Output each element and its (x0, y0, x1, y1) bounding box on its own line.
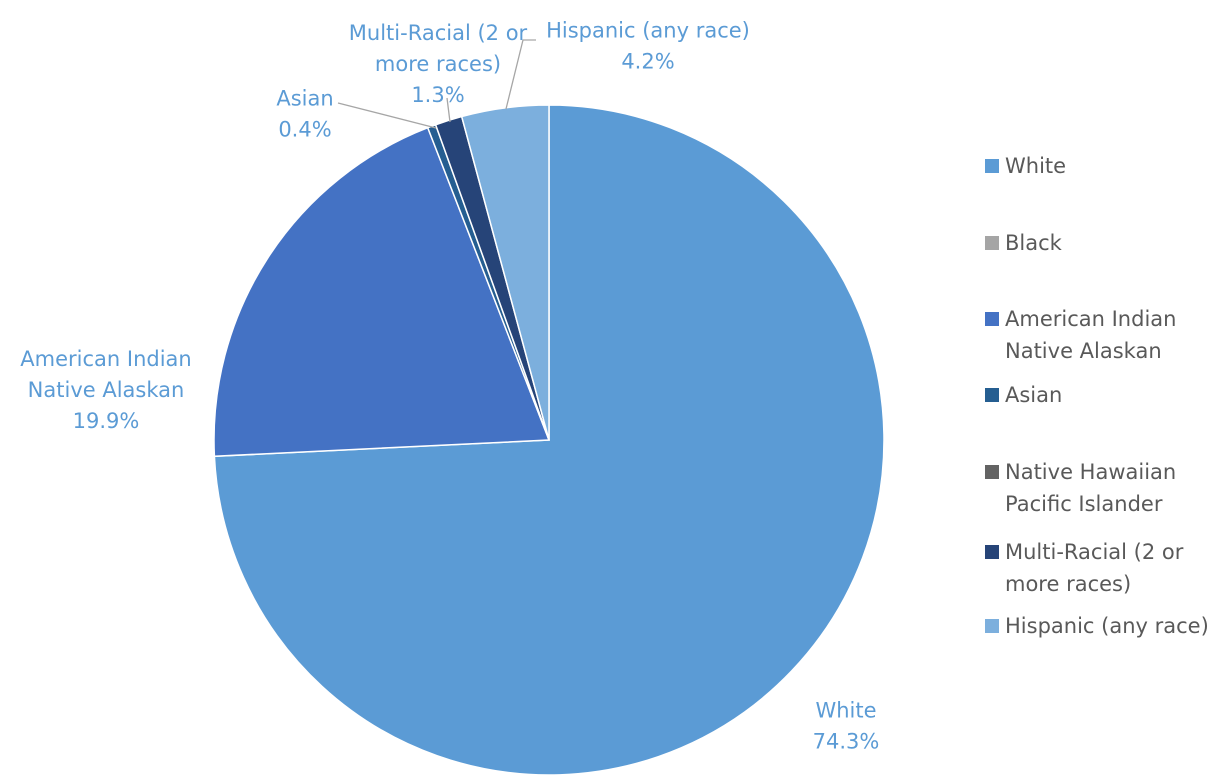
data-label-line: Native Alaskan (28, 378, 185, 402)
legend-label-black: Black (1005, 231, 1062, 255)
leader-lines-layer (337, 39, 536, 129)
data-label-line: White (815, 699, 876, 723)
data-label-line: American Indian (20, 347, 191, 371)
leader-line-asian (337, 102, 437, 129)
data-label-line: 1.3% (411, 83, 464, 107)
data-label-line: Multi-Racial (2 or (349, 21, 528, 45)
legend-label-hispanic: Hispanic (any race) (1005, 614, 1209, 638)
pie-slice-hispanic (460, 104, 550, 441)
data-label-multi-racial: Multi-Racial (2 or more races) 1.3% (349, 21, 528, 107)
legend-swatch-white (985, 159, 999, 173)
legend-swatch-native-hawaiian-pacific-islander (985, 465, 999, 479)
legend-item-native-hawaiian-pacific-islander: Native Hawaiian Pacific Islander (985, 456, 1176, 520)
legend-label-american-indian-native-alaskan: American Indian Native Alaskan (1005, 307, 1177, 363)
data-label-line: 0.4% (278, 118, 331, 142)
slices-layer (213, 104, 885, 776)
legend-swatch-american-indian-native-alaskan (985, 312, 999, 326)
pie-slice-american-indian-native-alaskan (213, 126, 551, 458)
legend-label-native-hawaiian-pacific-islander: Native Hawaiian Pacific Islander (1005, 460, 1177, 516)
legend-swatch-hispanic (985, 619, 999, 633)
data-labels-layer: White 74.3% American Indian Native Alaskan 1… (20, 19, 879, 754)
data-label-hispanic: Hispanic (any race) 4.2% (546, 19, 750, 74)
data-label-asian: Asian 0.4% (276, 87, 333, 142)
legend-swatch-multi-racial (985, 545, 999, 559)
legend-swatch-asian (985, 388, 999, 402)
legend-swatch-black (985, 236, 999, 250)
legend-item-american-indian-native-alaskan: American Indian Native Alaskan (985, 303, 1176, 367)
legend-item-asian: Asian (985, 379, 1062, 411)
data-label-line: 19.9% (73, 409, 140, 433)
legend-item-hispanic: Hispanic (any race) (985, 610, 1209, 642)
legend-label-asian: Asian (1005, 383, 1063, 407)
data-label-line: more races) (375, 52, 501, 76)
data-label-white: White 74.3% (813, 699, 880, 754)
leader-line-multi-racial (446, 97, 451, 123)
legend-label-white: White (1005, 154, 1067, 178)
legend-item-black: Black (985, 227, 1062, 259)
data-label-american-indian-native-alaskan: American Indian Native Alaskan 19.9% (20, 347, 191, 433)
legend-item-white: White (985, 150, 1066, 182)
data-label-line: 4.2% (621, 50, 674, 74)
legend-label-multi-racial: Multi-Racial (2 or more races) (1005, 540, 1184, 596)
leader-line-hispanic (505, 39, 536, 110)
data-label-line: Asian (276, 87, 333, 111)
data-label-line: Hispanic (any race) (546, 19, 750, 43)
data-label-line: 74.3% (813, 730, 880, 754)
legend-item-multi-racial: Multi-Racial (2 or more races) (985, 536, 1183, 600)
